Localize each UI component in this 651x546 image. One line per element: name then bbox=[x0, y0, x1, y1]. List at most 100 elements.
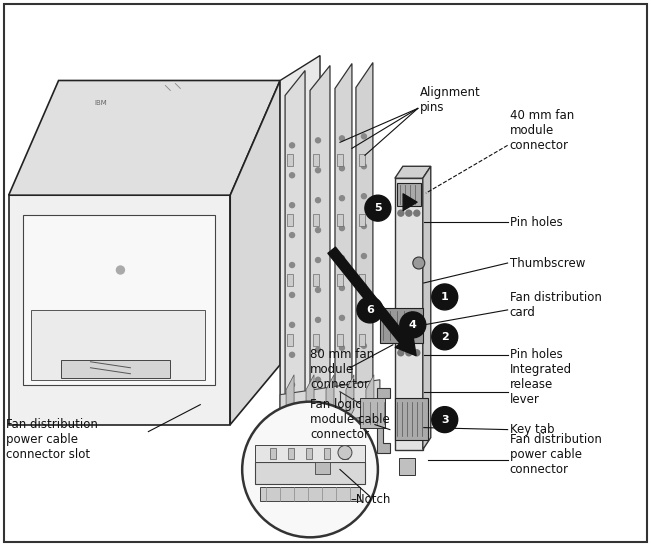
Circle shape bbox=[290, 293, 294, 298]
Polygon shape bbox=[342, 448, 348, 459]
Polygon shape bbox=[395, 167, 431, 178]
Text: –Notch: –Notch bbox=[350, 493, 391, 506]
Polygon shape bbox=[260, 488, 360, 501]
Polygon shape bbox=[359, 155, 365, 167]
Text: 80 mm fan
module
connector: 80 mm fan module connector bbox=[310, 348, 374, 391]
Circle shape bbox=[432, 407, 458, 432]
Circle shape bbox=[398, 210, 404, 216]
Circle shape bbox=[400, 312, 426, 338]
Circle shape bbox=[316, 198, 320, 203]
Circle shape bbox=[290, 203, 294, 207]
Text: Fan logic
module cable
connector: Fan logic module cable connector bbox=[310, 398, 390, 441]
Polygon shape bbox=[285, 70, 305, 420]
Polygon shape bbox=[8, 195, 230, 425]
Circle shape bbox=[290, 233, 294, 238]
Polygon shape bbox=[313, 334, 319, 346]
Polygon shape bbox=[315, 461, 330, 474]
Circle shape bbox=[117, 266, 124, 274]
Circle shape bbox=[316, 168, 320, 173]
Circle shape bbox=[406, 350, 412, 356]
Circle shape bbox=[361, 224, 367, 229]
Polygon shape bbox=[287, 334, 293, 346]
Polygon shape bbox=[395, 397, 428, 440]
Circle shape bbox=[432, 284, 458, 310]
Polygon shape bbox=[324, 448, 330, 459]
Text: Pin holes: Pin holes bbox=[510, 348, 562, 361]
Circle shape bbox=[361, 283, 367, 288]
Polygon shape bbox=[346, 375, 354, 425]
Text: Key tab: Key tab bbox=[510, 423, 554, 436]
Circle shape bbox=[290, 382, 294, 387]
FancyArrowPatch shape bbox=[403, 194, 417, 211]
Circle shape bbox=[290, 352, 294, 357]
Polygon shape bbox=[359, 334, 365, 346]
Polygon shape bbox=[286, 375, 294, 425]
Circle shape bbox=[242, 402, 378, 537]
Circle shape bbox=[339, 345, 344, 351]
Circle shape bbox=[398, 350, 404, 356]
Circle shape bbox=[290, 322, 294, 328]
Circle shape bbox=[316, 347, 320, 352]
Circle shape bbox=[316, 258, 320, 263]
Circle shape bbox=[414, 350, 420, 356]
Polygon shape bbox=[61, 360, 171, 378]
Polygon shape bbox=[287, 214, 293, 226]
Polygon shape bbox=[422, 167, 431, 449]
Text: Integrated
release
lever: Integrated release lever bbox=[510, 363, 572, 406]
Circle shape bbox=[357, 297, 383, 323]
Circle shape bbox=[339, 256, 344, 260]
Polygon shape bbox=[306, 448, 312, 459]
Polygon shape bbox=[397, 183, 421, 206]
Polygon shape bbox=[280, 56, 320, 425]
Polygon shape bbox=[310, 66, 330, 414]
Polygon shape bbox=[255, 461, 365, 484]
Circle shape bbox=[413, 257, 425, 269]
Text: Pin holes: Pin holes bbox=[510, 216, 562, 229]
Circle shape bbox=[290, 263, 294, 268]
Circle shape bbox=[361, 253, 367, 259]
Circle shape bbox=[406, 210, 412, 216]
Polygon shape bbox=[287, 155, 293, 167]
Circle shape bbox=[338, 446, 352, 460]
Text: Alignment
pins: Alignment pins bbox=[420, 86, 480, 115]
Polygon shape bbox=[230, 80, 280, 425]
Polygon shape bbox=[335, 63, 352, 412]
Circle shape bbox=[361, 134, 367, 139]
Text: Fan distribution
power cable
connector slot: Fan distribution power cable connector s… bbox=[6, 418, 98, 461]
Circle shape bbox=[361, 343, 367, 348]
Circle shape bbox=[290, 143, 294, 148]
Polygon shape bbox=[8, 80, 280, 195]
Text: 40 mm fan
module
connector: 40 mm fan module connector bbox=[510, 109, 574, 152]
Circle shape bbox=[316, 138, 320, 143]
FancyArrowPatch shape bbox=[406, 313, 418, 328]
Polygon shape bbox=[255, 444, 365, 461]
Text: IBM: IBM bbox=[94, 100, 107, 106]
Text: 4: 4 bbox=[409, 320, 417, 330]
FancyArrowPatch shape bbox=[328, 247, 416, 355]
Circle shape bbox=[361, 164, 367, 169]
Polygon shape bbox=[23, 215, 215, 385]
Polygon shape bbox=[359, 214, 365, 226]
Circle shape bbox=[316, 228, 320, 233]
Polygon shape bbox=[313, 214, 319, 226]
Text: Fan distribution
card: Fan distribution card bbox=[510, 291, 602, 319]
Polygon shape bbox=[360, 397, 385, 428]
Polygon shape bbox=[326, 375, 334, 425]
Text: 1: 1 bbox=[441, 292, 449, 302]
Polygon shape bbox=[337, 155, 343, 167]
Polygon shape bbox=[399, 458, 415, 476]
Polygon shape bbox=[287, 274, 293, 286]
Circle shape bbox=[316, 287, 320, 293]
Circle shape bbox=[432, 324, 458, 350]
Circle shape bbox=[414, 210, 420, 216]
Polygon shape bbox=[270, 448, 276, 459]
Circle shape bbox=[361, 313, 367, 318]
Circle shape bbox=[339, 166, 344, 171]
Polygon shape bbox=[356, 63, 373, 410]
Polygon shape bbox=[359, 274, 365, 286]
Circle shape bbox=[339, 316, 344, 321]
Polygon shape bbox=[380, 308, 422, 343]
Polygon shape bbox=[313, 155, 319, 167]
Circle shape bbox=[339, 195, 344, 201]
Text: 5: 5 bbox=[374, 203, 381, 213]
